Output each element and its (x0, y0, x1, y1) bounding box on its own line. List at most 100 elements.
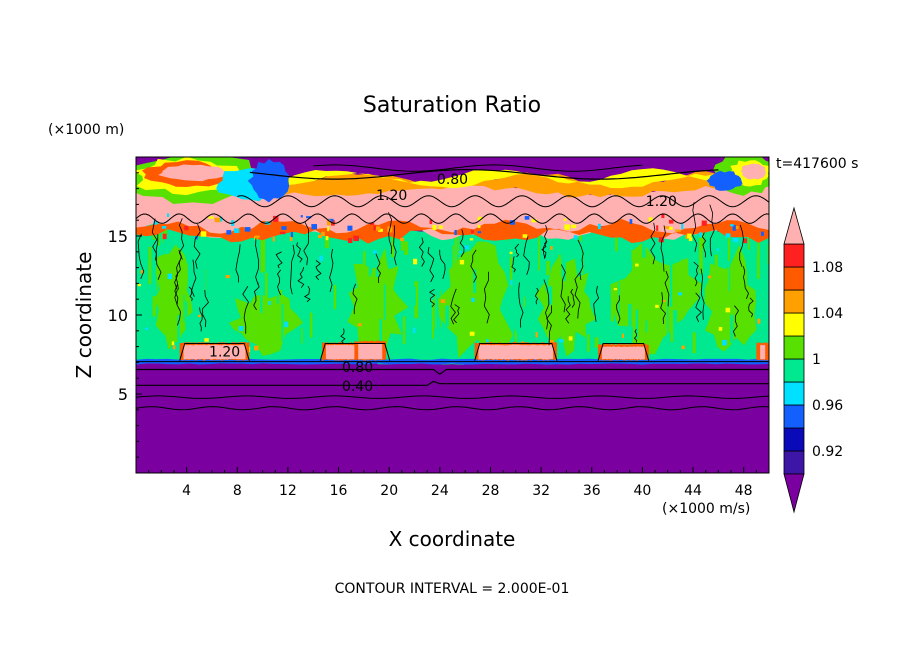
fringe-speckle-52 (321, 231, 325, 237)
contour-fragment-46 (151, 218, 158, 261)
fringe-speckle-76 (208, 216, 214, 219)
fringe-speckle-8 (378, 228, 383, 232)
streak-119 (183, 294, 185, 323)
speckle-54 (253, 345, 259, 351)
fringe-speckle-34 (658, 237, 664, 243)
streak-99 (177, 315, 180, 345)
streak-24 (363, 251, 366, 278)
contour-fragment-63 (174, 284, 181, 326)
speckle-12 (137, 283, 141, 287)
speckle-58 (535, 332, 538, 338)
x-tick-label-6: 28 (482, 483, 500, 499)
streak-102 (714, 310, 716, 323)
streak-40 (379, 319, 382, 342)
speckle-26 (722, 339, 727, 346)
speckle-32 (171, 341, 175, 346)
streak-101 (601, 314, 604, 335)
fringe-orange (136, 218, 769, 244)
contour-fragment-17 (418, 237, 425, 267)
streak-90 (157, 233, 160, 246)
streak-7 (546, 261, 550, 276)
speckle-44 (459, 259, 465, 265)
contour-fragment-22 (242, 285, 249, 334)
y-axis: 5 10 15 (108, 172, 142, 458)
fringe-speckle-73 (429, 219, 433, 225)
x-tick-label-10: 44 (684, 483, 702, 499)
streak-110 (727, 219, 730, 261)
streak-106 (560, 229, 563, 249)
x-tick-label-1: 8 (233, 483, 242, 499)
contour-fragment-48 (701, 232, 707, 258)
fringe-speckle-6 (732, 224, 736, 231)
speckle-30 (655, 304, 659, 308)
fringe-speckle-49 (289, 235, 293, 241)
speckle-27 (317, 234, 323, 239)
streak-22 (645, 320, 648, 333)
x-tick-label-7: 32 (532, 483, 550, 499)
streak-95 (353, 238, 357, 255)
fringe-speckle-20 (471, 229, 474, 234)
streak-97 (156, 277, 158, 292)
streak-25 (545, 280, 549, 292)
streak-116 (523, 296, 525, 308)
fringe-speckle-47 (438, 225, 443, 229)
streak-105 (309, 312, 313, 338)
fringe-speckle-46 (373, 225, 376, 231)
speckle-46 (685, 233, 689, 239)
colorbar-band-4 (783, 358, 805, 383)
contour-fragment-55 (470, 249, 478, 283)
colorbar-band-2 (783, 404, 805, 429)
streak-121 (547, 286, 553, 305)
colorbar-top-arrow (783, 206, 805, 245)
contour-label-3: 1.20 (209, 344, 240, 360)
y-tick-label-1: 10 (108, 306, 128, 325)
contour-fragment-20 (297, 267, 305, 288)
streak-134 (174, 245, 178, 278)
contour-fragment-69 (315, 260, 322, 281)
pool-pink-5 (760, 344, 766, 360)
contour-label-5: 0.40 (342, 379, 373, 395)
fringe-speckle-30 (478, 216, 482, 221)
colorbar-label-1: 0.96 (812, 398, 843, 414)
streak-94 (457, 220, 459, 255)
x-tick-label-8: 36 (583, 483, 601, 499)
streak-39 (161, 228, 163, 244)
speckle-28 (197, 314, 201, 318)
contour-fragment-65 (453, 304, 460, 324)
speckle-59 (757, 318, 761, 324)
contour-fragment-15 (739, 224, 744, 267)
fringe-speckle-62 (524, 216, 530, 220)
streak-138 (445, 305, 450, 327)
streak-68 (610, 328, 614, 347)
contour-label-1: 0.80 (437, 172, 468, 188)
fringe-speckle-12 (563, 218, 567, 221)
speckle-29 (469, 331, 475, 336)
fringe-speckle-53 (732, 237, 739, 243)
top-fringe-yellow (136, 168, 769, 189)
speckle-20 (413, 258, 418, 265)
contour-fragment-36 (616, 295, 621, 324)
fringe-speckle-44 (327, 226, 330, 232)
contour-pool-3 (597, 342, 650, 361)
speckle-55 (471, 297, 475, 302)
fringe-speckle-66 (369, 222, 375, 225)
streak-43 (222, 272, 226, 316)
x-axis: 4 8 12 16 20 24 28 32 36 40 44 48 (148, 467, 757, 499)
streak-37 (300, 291, 305, 302)
contour-fragment-44 (534, 287, 539, 305)
fringe-speckle-7 (661, 214, 665, 219)
contour-fragment-56 (329, 248, 334, 293)
streak-118 (610, 288, 614, 322)
contour-fragment-38 (428, 288, 436, 308)
contour-fragment-39 (303, 221, 309, 266)
streak-136 (265, 272, 268, 311)
streak-91 (692, 332, 696, 354)
contour-interval-note: CONTOUR INTERVAL = 2.000E-01 (335, 581, 570, 597)
streak-112 (280, 251, 285, 277)
streak-137 (518, 324, 523, 354)
fringe-speckle-68 (325, 236, 329, 241)
fringe-speckle-41 (454, 229, 457, 236)
speckle-22 (486, 339, 489, 343)
fringe-speckle-79 (629, 219, 633, 224)
speckle-45 (613, 288, 618, 291)
